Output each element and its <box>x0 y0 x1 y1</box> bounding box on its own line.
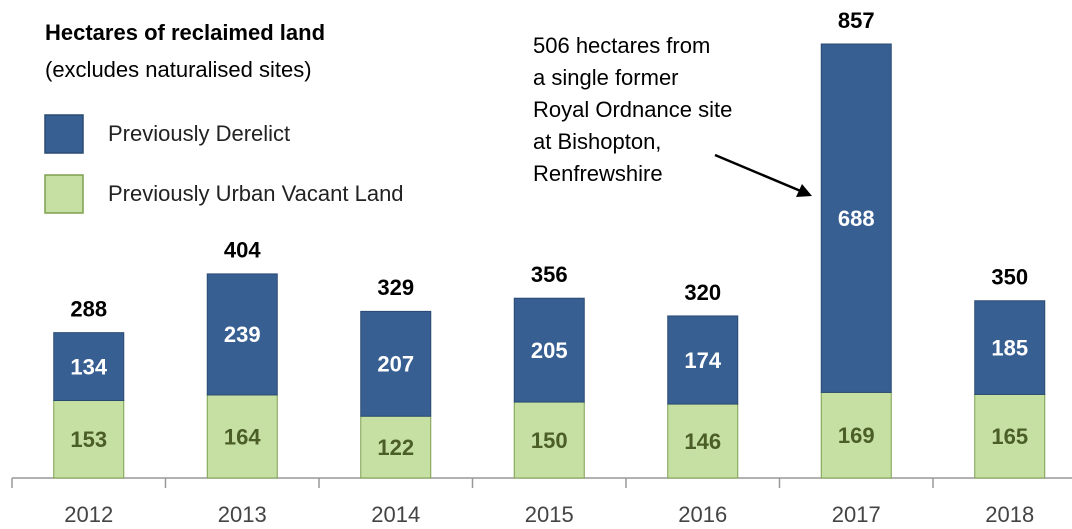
data-label: 165 <box>991 424 1028 449</box>
total-label: 288 <box>70 296 107 321</box>
bar-segment <box>53 400 125 479</box>
data-label: 207 <box>377 352 414 377</box>
annotation-text: a single former <box>533 65 679 90</box>
data-label: 239 <box>224 322 261 347</box>
legend-label: Previously Urban Vacant Land <box>108 181 404 206</box>
total-label: 320 <box>684 280 721 305</box>
bar-segment <box>974 300 1046 395</box>
data-label: 174 <box>684 348 721 373</box>
chart-title: Hectares of reclaimed land <box>45 20 325 45</box>
data-label: 205 <box>531 338 568 363</box>
data-label: 164 <box>224 424 261 449</box>
data-label: 688 <box>838 206 875 231</box>
legend-label: Previously Derelict <box>108 121 290 146</box>
x-tick-label: 2014 <box>371 502 420 527</box>
total-label: 329 <box>377 275 414 300</box>
data-label: 150 <box>531 428 568 453</box>
legend-swatch <box>44 114 84 154</box>
annotation-arrowhead <box>796 184 812 197</box>
x-tick-label: 2016 <box>678 502 727 527</box>
bar-segment <box>667 403 739 479</box>
chart-subtitle: (excludes naturalised sites) <box>45 57 312 82</box>
data-label: 153 <box>70 427 107 452</box>
x-tick-label: 2012 <box>64 502 113 527</box>
bar-segment <box>53 332 125 402</box>
data-label: 134 <box>70 354 107 379</box>
bar-segment <box>206 273 278 396</box>
annotation-text: Renfrewshire <box>533 161 663 186</box>
bar-segment <box>360 310 432 417</box>
data-label: 169 <box>838 423 875 448</box>
x-tick-label: 2017 <box>832 502 881 527</box>
bar-segment <box>974 393 1046 479</box>
total-label: 350 <box>991 265 1028 290</box>
x-tick-label: 2018 <box>985 502 1034 527</box>
annotation-text: 506 hectares from <box>533 33 710 58</box>
total-label: 404 <box>224 238 261 263</box>
bar-segment <box>360 415 432 479</box>
total-label: 857 <box>838 8 875 33</box>
data-label: 122 <box>377 435 414 460</box>
legend-swatch <box>44 174 84 214</box>
bar-segment <box>206 394 278 479</box>
annotation-text: at Bishopton, <box>533 129 661 154</box>
annotation-text: Royal Ordnance site <box>533 97 732 122</box>
bar-segment <box>667 315 739 405</box>
annotation-arrow <box>714 153 804 194</box>
x-tick-label: 2015 <box>525 502 574 527</box>
data-label: 185 <box>991 335 1028 360</box>
total-label: 356 <box>531 262 568 287</box>
x-tick-label: 2013 <box>218 502 267 527</box>
bar-segment <box>820 43 892 393</box>
data-label: 146 <box>684 429 721 454</box>
bar-segment <box>513 297 585 403</box>
